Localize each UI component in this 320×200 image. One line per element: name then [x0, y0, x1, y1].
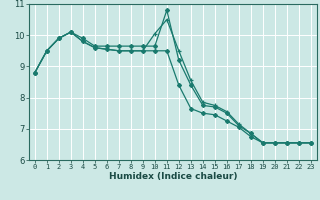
X-axis label: Humidex (Indice chaleur): Humidex (Indice chaleur) — [108, 172, 237, 181]
